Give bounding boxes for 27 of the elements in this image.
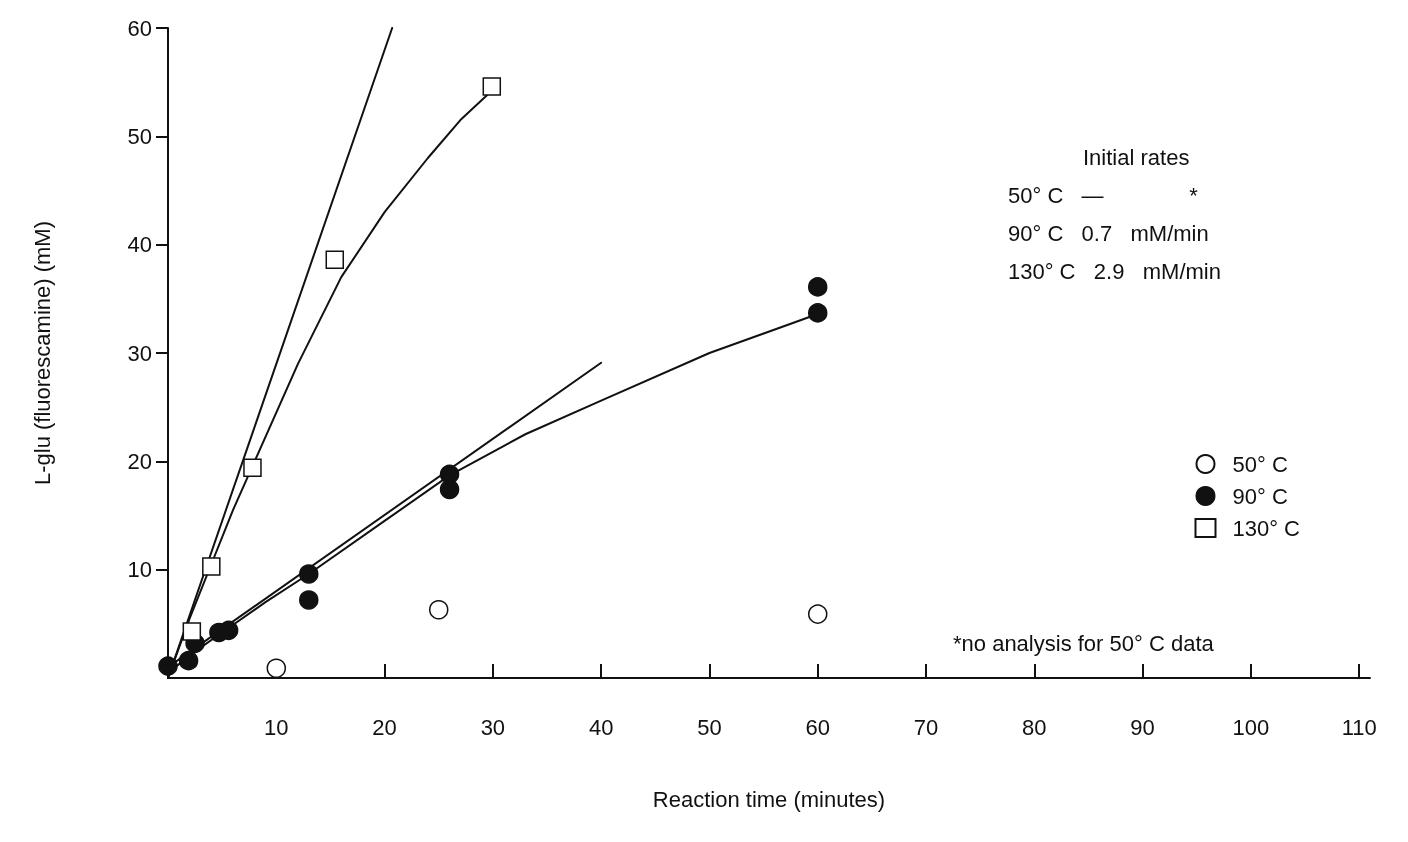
y-tick-label: 30 — [127, 340, 152, 366]
x-tick-label: 90 — [1130, 714, 1155, 740]
x-tick-label: 50 — [697, 714, 722, 740]
legend-label: 50° C — [1232, 451, 1288, 477]
x-tick-label: 80 — [1022, 714, 1047, 740]
x-tick-label: 40 — [588, 714, 614, 740]
x-tick-label: 30 — [480, 714, 506, 740]
x-tick-label: 10 — [264, 714, 289, 740]
annotation: 50° C — * — [1008, 182, 1199, 208]
y-tick-label: 40 — [127, 232, 152, 258]
x-tick-label: 110 — [1341, 714, 1377, 740]
annotation: *no analysis for 50° C data — [953, 630, 1215, 656]
x-tick-label: 20 — [372, 714, 397, 740]
y-axis-title: L-glu (fluorescamine) (mM) — [29, 220, 55, 486]
legend-label: 130° C — [1232, 515, 1301, 541]
x-tick-label: 70 — [913, 714, 939, 740]
legend-label: 90° C — [1232, 483, 1288, 509]
annotation: 90° C 0.7 mM/min — [1008, 220, 1209, 246]
annotation: Initial rates — [1083, 144, 1190, 170]
y-tick-label: 50 — [127, 123, 152, 149]
annotation: 130° C 2.9 mM/min — [1008, 258, 1221, 284]
y-tick-label: 60 — [127, 15, 152, 41]
x-axis-title: Reaction time (minutes) — [652, 786, 886, 812]
y-tick-label: 20 — [127, 448, 152, 474]
y-tick-label: 10 — [127, 557, 152, 583]
x-tick-label: 100 — [1232, 714, 1270, 740]
x-tick-label: 60 — [805, 714, 830, 740]
